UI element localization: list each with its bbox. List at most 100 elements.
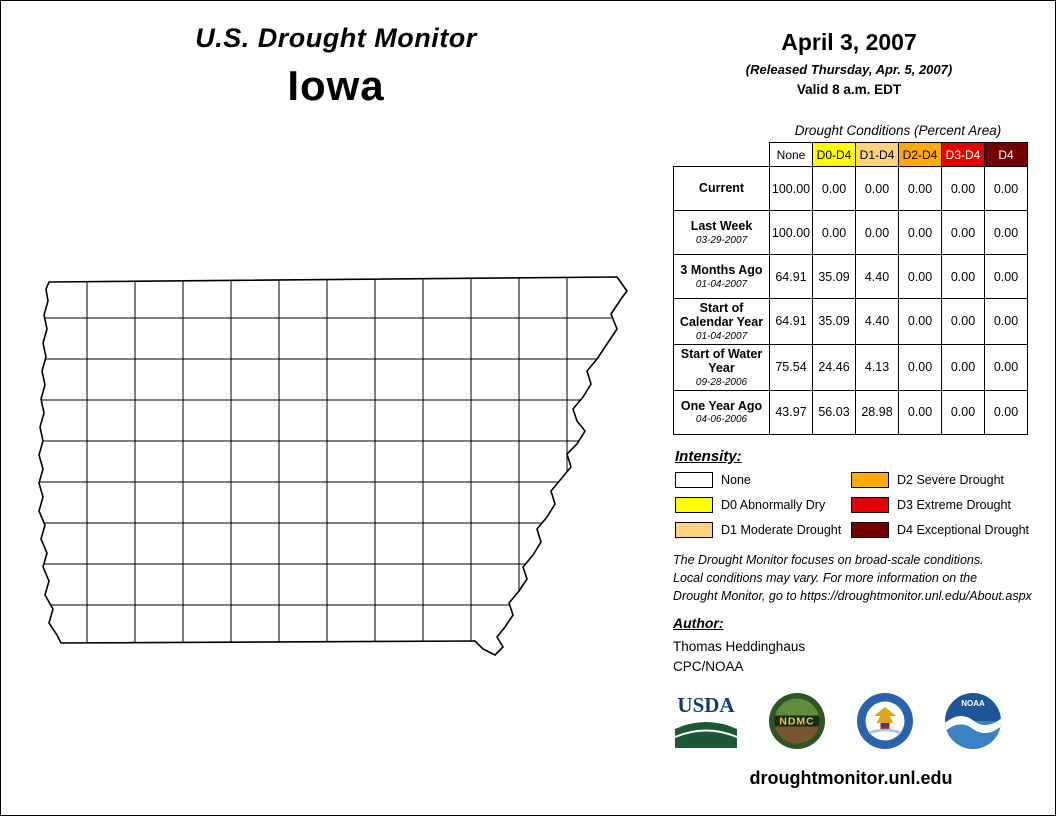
table-cell: 4.13 bbox=[855, 343, 899, 391]
table-cell: 0.00 bbox=[812, 166, 856, 211]
release-date: (Released Thursday, Apr. 5, 2007) bbox=[745, 62, 953, 77]
author-block: Author: Thomas Heddinghaus CPC/NOAA bbox=[673, 615, 805, 674]
ndmc-logo-icon: NDMC bbox=[767, 691, 827, 756]
table-cell: 28.98 bbox=[855, 389, 899, 435]
report-date: April 3, 2007 bbox=[781, 29, 917, 55]
disclaimer-line: Drought Monitor, go to https://droughtmo… bbox=[673, 588, 1032, 603]
table-cell: 100.00 bbox=[769, 210, 813, 255]
table-cell: 100.00 bbox=[769, 166, 813, 211]
table-cell: 0.00 bbox=[941, 166, 985, 211]
table-cell: 0.00 bbox=[941, 254, 985, 299]
iowa-county-map bbox=[37, 269, 637, 661]
iowa-map-svg bbox=[38, 276, 628, 656]
legend-column-1: None D0 Abnormally Dry D1 Moderate Droug… bbox=[675, 471, 841, 546]
d3-swatch bbox=[851, 496, 889, 513]
column-header-d1d4: D1-D4 bbox=[855, 142, 899, 167]
disclaimer-line: The Drought Monitor focuses on broad-sca… bbox=[673, 553, 984, 567]
drought-conditions-table: None D0-D4 D1-D4 D2-D4 D3-D4 D4 Current … bbox=[673, 142, 1028, 435]
table-cell: 64.91 bbox=[769, 298, 813, 345]
table-cell: 43.97 bbox=[769, 389, 813, 435]
table-cell: 0.00 bbox=[984, 166, 1028, 211]
table-cell: 56.03 bbox=[812, 389, 856, 435]
department-of-commerce-seal-icon bbox=[855, 691, 915, 756]
table-row-start-calendar-year: Start of Calendar Year 01-04-2007 64.91 … bbox=[673, 298, 1028, 345]
usda-logo-icon: USDA bbox=[673, 691, 739, 756]
table-cell: 0.00 bbox=[898, 166, 942, 211]
author-organization: CPC/NOAA bbox=[673, 659, 744, 674]
title-block: U.S. Drought Monitor Iowa bbox=[141, 23, 531, 110]
valid-time: Valid 8 a.m. EDT bbox=[796, 82, 902, 97]
table-cell: 4.40 bbox=[855, 254, 899, 299]
legend-item-d1: D1 Moderate Drought bbox=[675, 521, 841, 538]
legend-item-d0: D0 Abnormally Dry bbox=[675, 496, 841, 513]
column-header-d2d4: D2-D4 bbox=[898, 142, 942, 167]
table-cell: 0.00 bbox=[898, 254, 942, 299]
d1-swatch bbox=[675, 521, 713, 538]
disclaimer-line: Local conditions may vary. For more info… bbox=[673, 570, 978, 585]
county-boundaries bbox=[39, 277, 627, 655]
legend-item-none: None bbox=[675, 471, 841, 488]
d0-swatch bbox=[675, 496, 713, 513]
table-cell: 0.00 bbox=[898, 389, 942, 435]
date-block: April 3, 2007 (Released Thursday, Apr. 5… bbox=[696, 29, 1002, 97]
table-cell: 0.00 bbox=[941, 210, 985, 255]
column-header-d0d4: D0-D4 bbox=[812, 142, 856, 167]
legend-item-d4: D4 Exceptional Drought bbox=[851, 521, 1029, 538]
legend-column-2: D2 Severe Drought D3 Extreme Drought D4 … bbox=[851, 471, 1029, 546]
table-cell: 0.00 bbox=[984, 298, 1028, 345]
table-cell: 0.00 bbox=[855, 166, 899, 211]
table-cell: 64.91 bbox=[769, 254, 813, 299]
report-title: U.S. Drought Monitor bbox=[195, 23, 477, 53]
disclaimer-text: The Drought Monitor focuses on broad-sca… bbox=[673, 552, 1032, 605]
row-label: Current bbox=[673, 166, 770, 211]
row-label: Start of Calendar Year 01-04-2007 bbox=[673, 298, 770, 345]
table-cell: 35.09 bbox=[812, 254, 856, 299]
table-cell: 0.00 bbox=[984, 210, 1028, 255]
none-swatch bbox=[675, 471, 713, 488]
table-cell: 0.00 bbox=[898, 210, 942, 255]
table-cell: 75.54 bbox=[769, 343, 813, 391]
column-header-none: None bbox=[769, 142, 813, 167]
d2-swatch bbox=[851, 471, 889, 488]
table-row-last-week: Last Week 03-29-2007 100.00 0.00 0.00 0.… bbox=[673, 210, 1028, 255]
legend-item-d3: D3 Extreme Drought bbox=[851, 496, 1029, 513]
table-cell: 0.00 bbox=[812, 210, 856, 255]
footer-url: droughtmonitor.unl.edu bbox=[749, 768, 953, 788]
table-cell: 0.00 bbox=[898, 343, 942, 391]
table-row-start-water-year: Start of Water Year 09-28-2006 75.54 24.… bbox=[673, 343, 1028, 391]
table-row-current: Current 100.00 0.00 0.00 0.00 0.00 0.00 bbox=[673, 166, 1028, 211]
doc-eagle-shape bbox=[874, 707, 896, 723]
table-caption: Drought Conditions (Percent Area) bbox=[794, 123, 1002, 138]
iowa-state-outline bbox=[38, 276, 628, 656]
table-cell: 24.46 bbox=[812, 343, 856, 391]
row-label: 3 Months Ago 01-04-2007 bbox=[673, 254, 770, 299]
column-header-d4: D4 bbox=[984, 142, 1028, 167]
table-cell: 0.00 bbox=[984, 343, 1028, 391]
table-cell: 0.00 bbox=[898, 298, 942, 345]
table-row-3-months-ago: 3 Months Ago 01-04-2007 64.91 35.09 4.40… bbox=[673, 254, 1028, 299]
noaa-seagull-shape bbox=[945, 715, 1001, 734]
agency-logo-row: USDA NDMC bbox=[673, 691, 1003, 756]
row-label: One Year Ago 04-06-2006 bbox=[673, 389, 770, 435]
table-header-row: None D0-D4 D1-D4 D2-D4 D3-D4 D4 bbox=[673, 142, 1028, 167]
usda-field-shape bbox=[675, 722, 737, 748]
table-cell: 0.00 bbox=[984, 389, 1028, 435]
ndmc-logo-text: NDMC bbox=[779, 716, 815, 728]
row-label: Last Week 03-29-2007 bbox=[673, 210, 770, 255]
d4-swatch bbox=[851, 521, 889, 538]
table-cell: 0.00 bbox=[984, 254, 1028, 299]
noaa-logo-icon: NOAA bbox=[943, 691, 1003, 756]
table-cell: 4.40 bbox=[855, 298, 899, 345]
author-heading: Author: bbox=[673, 615, 724, 631]
author-name: Thomas Heddinghaus bbox=[673, 639, 806, 654]
table-cell: 0.00 bbox=[941, 343, 985, 391]
usda-field-line bbox=[674, 729, 738, 738]
table-cell: 35.09 bbox=[812, 298, 856, 345]
table-row-one-year-ago: One Year Ago 04-06-2006 43.97 56.03 28.9… bbox=[673, 389, 1028, 435]
table-cell: 0.00 bbox=[941, 389, 985, 435]
column-header-d3d4: D3-D4 bbox=[941, 142, 985, 167]
usda-logo-text: USDA bbox=[677, 693, 735, 717]
table-cell: 0.00 bbox=[855, 210, 899, 255]
noaa-logo-text: NOAA bbox=[961, 699, 985, 708]
